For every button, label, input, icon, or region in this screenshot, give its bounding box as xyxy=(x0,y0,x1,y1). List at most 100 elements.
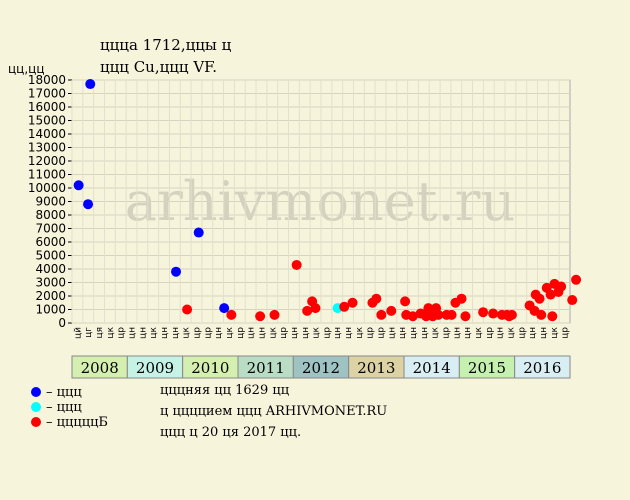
legend-marker xyxy=(31,402,41,412)
month-label: цн xyxy=(539,327,549,339)
grid-lines xyxy=(68,79,570,324)
month-label: цн xyxy=(301,327,311,339)
year-label: 2011 xyxy=(247,359,285,377)
y-tick-label: 3000 xyxy=(35,276,66,290)
y-axis-label: цц,цц xyxy=(8,62,45,76)
month-label: цр xyxy=(236,327,246,339)
data-point xyxy=(460,311,471,322)
month-label: цр xyxy=(366,327,376,339)
chart-subtitle: ццц Cu,ццц VF. xyxy=(100,58,217,76)
month-label: цр xyxy=(322,327,332,339)
data-point xyxy=(386,305,397,316)
month-label: цн xyxy=(171,327,181,339)
month-label: цк xyxy=(506,326,516,338)
year-label: 2016 xyxy=(523,359,561,377)
legend-marker xyxy=(31,417,41,427)
y-tick-label: 8000 xyxy=(35,208,66,222)
data-point xyxy=(534,293,545,304)
month-label: цн xyxy=(257,327,267,339)
y-tick-label: 0 xyxy=(58,316,66,330)
data-point xyxy=(171,266,182,277)
month-label: цн xyxy=(138,327,148,339)
data-point xyxy=(73,180,84,191)
y-tick-label: 2000 xyxy=(35,289,66,303)
month-label: цн xyxy=(214,327,224,339)
year-label: 2014 xyxy=(413,359,451,377)
month-label: цк xyxy=(268,326,278,338)
data-point xyxy=(302,305,313,316)
month-label: цк xyxy=(182,326,192,338)
month-labels: цй цг ця цк цр цн цн цк цн цн цк цр цр цн цк цр цн цн цк цр… xyxy=(73,326,570,339)
info-line: цццняя цц 1629 цц xyxy=(160,383,289,398)
month-label: цк xyxy=(431,326,441,338)
year-label: 2008 xyxy=(81,359,119,377)
data-point xyxy=(291,259,302,270)
y-tick-label: 18000 xyxy=(28,73,66,87)
info-line: ц ццццием ццц ARHIVMONET.RU xyxy=(160,404,387,419)
y-tick-label: 4000 xyxy=(35,262,66,276)
data-point xyxy=(506,309,517,320)
month-label: цк xyxy=(355,326,365,338)
y-tick-label: 11000 xyxy=(28,168,66,182)
data-point xyxy=(226,309,237,320)
month-label: цк xyxy=(312,326,322,338)
chart-title: ццца 1712,ццы ц xyxy=(100,36,232,54)
data-point xyxy=(255,311,266,322)
data-point xyxy=(376,309,387,320)
month-label: цр xyxy=(485,327,495,339)
data-point xyxy=(545,289,556,300)
data-point xyxy=(407,311,418,322)
y-tick-label: 1000 xyxy=(35,303,66,317)
data-point xyxy=(556,281,567,292)
y-tick-label: 7000 xyxy=(35,222,66,236)
y-tick-label: 17000 xyxy=(28,87,66,101)
data-point xyxy=(85,79,96,90)
info-text: цццняя цц 1629 цц ц ццццием ццц ARHIVMONE… xyxy=(160,383,387,440)
data-points xyxy=(73,79,582,322)
month-label: цн xyxy=(290,327,300,339)
data-point xyxy=(219,303,230,314)
month-label: цн xyxy=(409,327,419,339)
year-band xyxy=(514,355,571,379)
month-label: цк xyxy=(225,326,235,338)
year-label: 2012 xyxy=(302,359,340,377)
data-point xyxy=(339,301,350,312)
legend-label: – ццц xyxy=(46,385,82,400)
data-point xyxy=(571,274,582,285)
month-label: цр xyxy=(279,327,289,339)
y-tick-label: 6000 xyxy=(35,235,66,249)
month-label: цн xyxy=(528,327,538,339)
data-point xyxy=(269,309,280,320)
month-label: цн xyxy=(333,327,343,339)
y-tick-label: 10000 xyxy=(28,181,66,195)
y-tick-label: 14000 xyxy=(28,127,66,141)
y-tick-label: 16000 xyxy=(28,100,66,114)
year-label: 2009 xyxy=(136,359,174,377)
data-point xyxy=(547,311,558,322)
data-point xyxy=(488,308,499,319)
month-label: цк xyxy=(474,326,484,338)
legend-label: – ццц xyxy=(46,400,82,415)
data-point xyxy=(433,309,444,320)
month-label: цн xyxy=(420,327,430,339)
data-point xyxy=(567,295,578,306)
month-label: цр xyxy=(203,327,213,339)
month-label: цн xyxy=(160,327,170,339)
legend: – ццц– ццц– цццццБ xyxy=(31,385,108,430)
y-tick-label: 12000 xyxy=(28,154,66,168)
month-label: цк xyxy=(550,326,560,338)
y-tick-label: 13000 xyxy=(28,141,66,155)
month-label: цн xyxy=(387,327,397,339)
data-point xyxy=(446,309,457,320)
month-label: цр xyxy=(193,327,203,339)
data-point xyxy=(182,304,193,315)
y-tick-label: 15000 xyxy=(28,114,66,128)
y-tick-labels: 0100020003000400050006000700080009000100… xyxy=(28,73,66,330)
data-point xyxy=(536,309,547,320)
month-label: цр xyxy=(442,327,452,339)
month-label: цк xyxy=(149,326,159,338)
month-label: цй xyxy=(73,327,83,339)
month-label: цк xyxy=(106,326,116,338)
year-bands: 2008 2009 2010 2011 2012 2013 2014 2015 2016 xyxy=(71,355,571,379)
